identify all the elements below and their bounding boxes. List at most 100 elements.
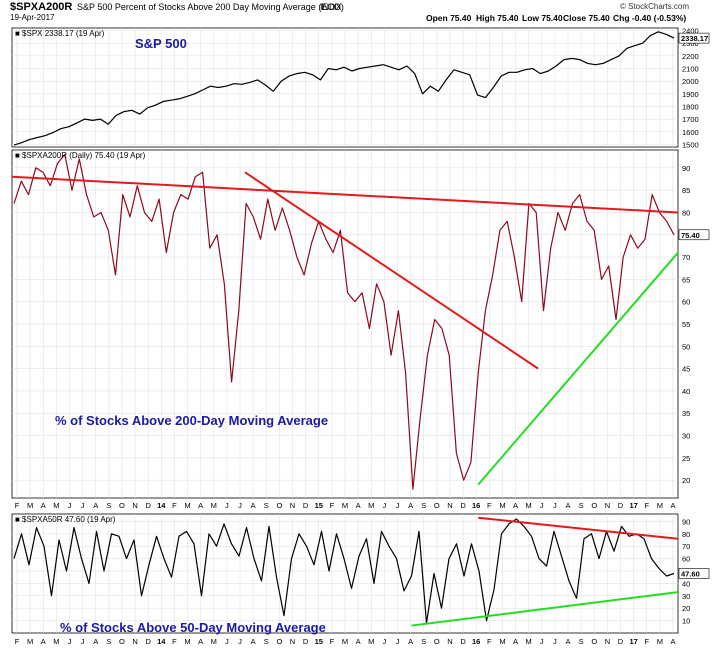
x-tick-label: F xyxy=(172,637,177,646)
x-tick-label: M xyxy=(342,501,348,510)
x-tick-label: D xyxy=(618,637,624,646)
y-tick-label: 65 xyxy=(682,275,690,284)
x-tick-label: J xyxy=(238,501,242,510)
x-tick-label: 16 xyxy=(472,501,480,510)
x-tick-label: O xyxy=(276,501,282,510)
x-tick-label: S xyxy=(579,501,584,510)
y-tick-label: 45 xyxy=(682,365,690,374)
y-tick-label: 85 xyxy=(682,186,690,195)
x-tick-label: M xyxy=(27,637,33,646)
x-tick-label: F xyxy=(330,501,335,510)
y-tick-label: 80 xyxy=(682,530,690,539)
x-tick-label: F xyxy=(15,501,20,510)
x-tick-label: J xyxy=(382,501,386,510)
x-tick-label: N xyxy=(132,637,137,646)
low-label: Low 75.40 xyxy=(522,13,563,23)
annotation-label: % of Stocks Above 50-Day Moving Average xyxy=(60,620,326,635)
x-tick-label: F xyxy=(172,501,177,510)
x-tick-label: F xyxy=(487,501,492,510)
x-tick-label: M xyxy=(184,637,190,646)
y-tick-label: 2200 xyxy=(682,52,699,61)
exchange-label: INDX xyxy=(320,2,342,12)
x-tick-label: 17 xyxy=(629,637,637,646)
x-tick-label: N xyxy=(447,501,452,510)
x-tick-label: 17 xyxy=(629,501,637,510)
y-tick-label: 35 xyxy=(682,409,690,418)
x-tick-label: M xyxy=(368,637,374,646)
x-tick-label: S xyxy=(579,637,584,646)
trendline-support xyxy=(411,591,679,627)
x-tick-label: M xyxy=(368,501,374,510)
y-tick-label: 2000 xyxy=(682,77,699,86)
panel-1: 1500 1600 1700 1800 1900 2000 2100 2200 2300 2400… xyxy=(11,27,710,149)
y-tick-label: 2400 xyxy=(682,27,699,36)
x-tick-label: J xyxy=(68,637,72,646)
x-tick-label: A xyxy=(513,637,518,646)
x-tick-label: J xyxy=(81,637,85,646)
date-label: 19-Apr-2017 xyxy=(10,13,55,22)
x-tick-label: J xyxy=(553,637,557,646)
x-tick-label: A xyxy=(670,637,675,646)
x-tick-label: M xyxy=(53,501,59,510)
x-tick-label: S xyxy=(421,501,426,510)
y-tick-label: 2100 xyxy=(682,65,699,74)
last-value-box xyxy=(678,568,710,579)
x-tick-label: F xyxy=(644,501,649,510)
x-axis-2: F M A M J J A S O N D 14 F M A M J J A S O N D 15 F M A M J J A S O N D 16 F… xyxy=(15,637,676,646)
x-tick-label: A xyxy=(251,501,256,510)
x-tick-label: M xyxy=(657,637,663,646)
symbol-label: $SPXA200R xyxy=(10,1,73,13)
x-tick-label: D xyxy=(303,501,309,510)
x-tick-label: J xyxy=(382,637,386,646)
x-tick-label: O xyxy=(434,501,440,510)
x-tick-label: N xyxy=(605,637,610,646)
y-tick-label: 1500 xyxy=(682,140,699,149)
x-tick-label: S xyxy=(264,501,269,510)
x-tick-label: O xyxy=(591,637,597,646)
last-value-label: 47.60 xyxy=(681,570,700,579)
y-tick-label: 20 xyxy=(682,476,690,485)
panel-3: 102030405060708090■ $SPXA50R 47.60 (19 A… xyxy=(11,513,710,635)
y-tick-label: 1600 xyxy=(682,128,699,137)
x-tick-label: F xyxy=(644,637,649,646)
legend-label: ■ $SPXA50R 47.60 (19 Apr) xyxy=(15,515,116,524)
x-tick-label: 16 xyxy=(472,637,480,646)
x-tick-label: 15 xyxy=(315,637,323,646)
x-tick-label: D xyxy=(303,637,309,646)
y-tick-label: 1900 xyxy=(682,90,699,99)
chart-header: $SPXA200R S&P 500 Percent of Stocks Abov… xyxy=(0,0,713,24)
trendline-support xyxy=(477,251,679,486)
series-line xyxy=(13,518,675,624)
x-tick-label: D xyxy=(618,501,624,510)
y-tick-label: 70 xyxy=(682,253,690,262)
x-tick-label: A xyxy=(41,637,46,646)
trendline-resistance-long xyxy=(11,175,679,214)
change-label: Chg -0.40 (-0.53%) xyxy=(613,13,687,23)
x-tick-label: F xyxy=(330,637,335,646)
x-tick-label: A xyxy=(566,637,571,646)
x-tick-label: M xyxy=(342,637,348,646)
x-tick-label: M xyxy=(53,637,59,646)
x-tick-label: A xyxy=(566,501,571,510)
y-tick-label: 90 xyxy=(682,164,690,173)
x-tick-label: O xyxy=(276,637,282,646)
x-tick-label: M xyxy=(211,501,217,510)
x-tick-label: J xyxy=(396,501,400,510)
y-tick-label: 70 xyxy=(682,542,690,551)
x-tick-label: J xyxy=(238,637,242,646)
x-tick-label: N xyxy=(290,637,295,646)
y-tick-label: 10 xyxy=(682,617,690,626)
series-line xyxy=(13,153,675,490)
annotation-label: % of Stocks Above 200-Day Moving Average xyxy=(55,413,328,428)
x-tick-label: D xyxy=(460,637,466,646)
x-tick-label: J xyxy=(540,501,544,510)
x-tick-label: A xyxy=(356,501,361,510)
x-tick-label: 14 xyxy=(157,501,166,510)
x-tick-label: N xyxy=(447,637,452,646)
x-tick-label: J xyxy=(225,637,229,646)
x-tick-label: J xyxy=(225,501,229,510)
x-tick-label: M xyxy=(211,637,217,646)
x-tick-label: A xyxy=(408,637,413,646)
annotation-label: S&P 500 xyxy=(135,36,187,51)
